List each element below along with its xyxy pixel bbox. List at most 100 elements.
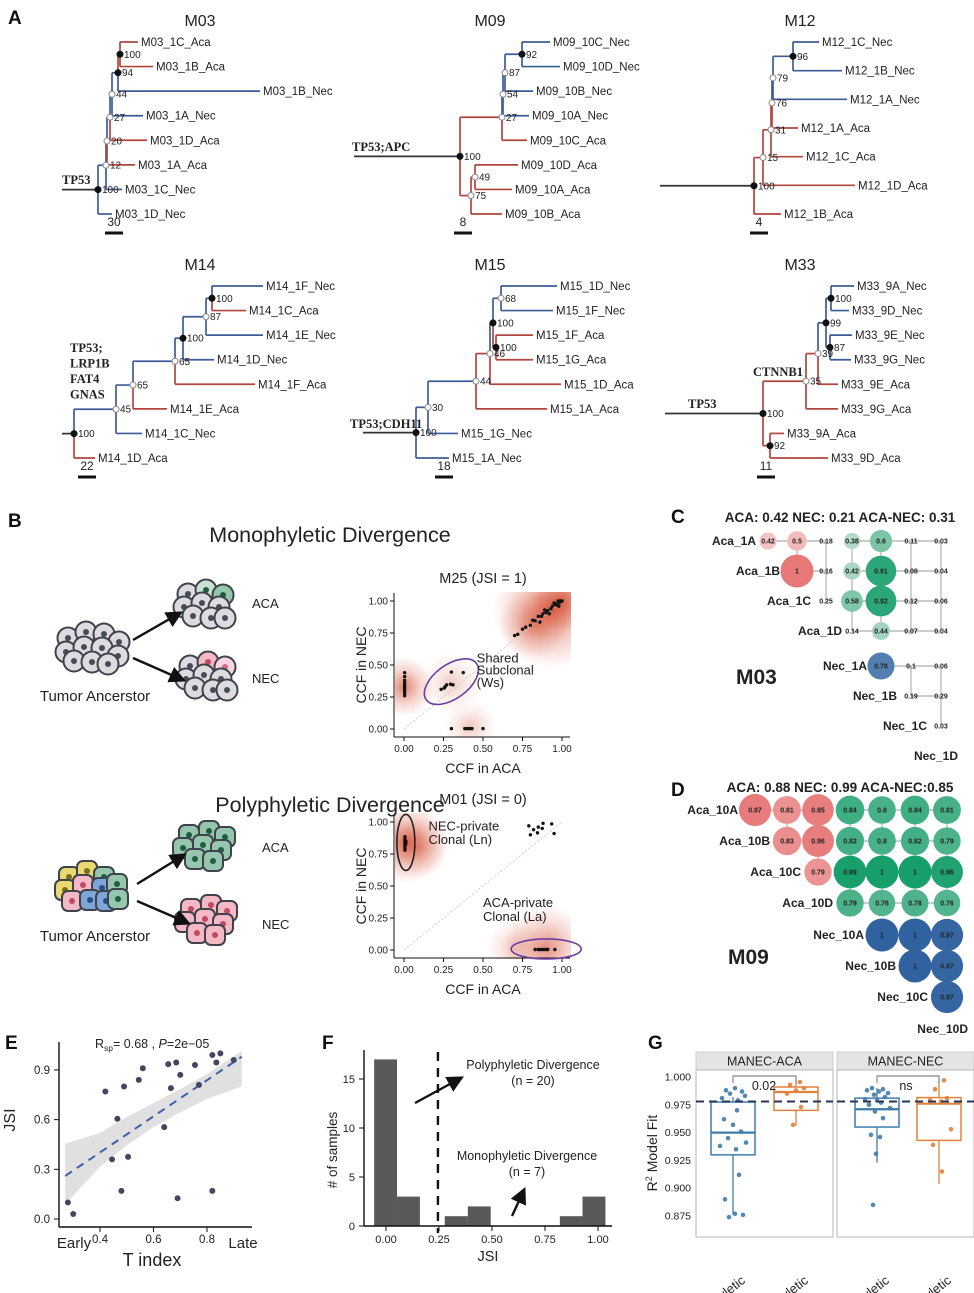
sample-row-label: Nec_10A <box>813 928 864 942</box>
jsi-bubble <box>869 529 893 553</box>
jsi-value: 0.18 <box>819 538 833 545</box>
tip-label: M33_9E_Nec <box>855 330 925 342</box>
support-value: 100 <box>767 409 784 420</box>
jsi-value: 0.44 <box>874 628 888 635</box>
svg-text:10: 10 <box>343 1123 355 1135</box>
data-point <box>717 1143 723 1149</box>
data-point <box>790 1122 796 1128</box>
data-point <box>869 1085 875 1091</box>
jsi-bubble <box>843 532 861 550</box>
support-value: 30 <box>432 403 444 414</box>
data-point <box>177 1071 184 1078</box>
tree-node <box>471 173 479 181</box>
support-value: 100 <box>420 428 437 439</box>
tip-label: M14_1E_Aca <box>170 404 240 416</box>
jsi-value: 0.04 <box>934 628 948 635</box>
jsi-value: 0.76 <box>940 900 954 907</box>
jsi-value: 0.95 <box>811 807 825 814</box>
sample-row-label: Aca_1C <box>767 594 811 608</box>
annotation-label: Polyphyletic Divergence <box>466 1058 599 1072</box>
tree-node <box>94 186 102 194</box>
aca-cells-poly <box>172 820 236 872</box>
data-point <box>725 1135 731 1141</box>
data-point <box>887 1105 893 1111</box>
category-label: Polyphyletic <box>684 1272 748 1293</box>
jsi-value: 1 <box>913 963 917 970</box>
data-point <box>167 1085 174 1092</box>
data-point <box>870 1202 876 1208</box>
jsi-bubble <box>898 855 932 889</box>
jsi-bubble <box>930 949 964 983</box>
jsi-bubble <box>802 825 834 857</box>
svg-text:0.900: 0.900 <box>665 1183 691 1195</box>
jsi-value: 0.58 <box>845 598 859 605</box>
facet-panel <box>695 1069 834 1238</box>
arrow <box>136 899 192 926</box>
svg-text:0: 0 <box>349 1221 355 1233</box>
nec-label: NEC <box>252 671 279 686</box>
sample-row-label: Aca_10A <box>687 803 738 817</box>
jsi-value: 0.03 <box>934 538 948 545</box>
gene-label: LRP1B <box>70 357 110 371</box>
tip-label: M33_9G_Aca <box>841 404 912 416</box>
svg-text:0.50: 0.50 <box>369 661 389 672</box>
tree-node <box>789 52 797 60</box>
jsi-bubble <box>759 532 777 550</box>
jsi-value: 0.76 <box>875 900 889 907</box>
ancestor-label: Tumor Ancerstor <box>40 688 150 705</box>
tip-label: M33_9D_Nec <box>852 306 923 318</box>
svg-text:1.00: 1.00 <box>587 1234 608 1246</box>
tip-label: M15_1A_Nec <box>452 453 522 465</box>
tree-node <box>103 137 111 145</box>
data-point <box>732 1085 738 1091</box>
jsi-value: 0.38 <box>845 538 859 545</box>
tip-label: M12_1B_Nec <box>845 66 915 78</box>
jsi-value: 0.79 <box>811 869 825 876</box>
data-point <box>885 1090 891 1096</box>
jsi-value: 0.97 <box>940 994 954 1001</box>
support-value: 99 <box>830 318 842 329</box>
aca-label: ACA <box>252 596 279 611</box>
data-point <box>730 1122 736 1128</box>
support-value: 100 <box>102 185 119 196</box>
jsi-value: 0.16 <box>819 568 833 575</box>
tree-node <box>498 113 506 121</box>
data-point <box>64 1199 71 1206</box>
annotation-label: Shared <box>477 650 519 665</box>
facet-label: MANEC-NEC <box>868 1055 944 1069</box>
svg-text:0.75: 0.75 <box>513 965 533 976</box>
ccf-scatter-m01: 0.00 0.00 0.25 0.25 0.50 0.50 0.75 0.75 1.00 1.00… <box>353 792 583 997</box>
tip-label: M03_1C_Aca <box>141 37 211 49</box>
category-label: Polyphyletic <box>828 1272 892 1293</box>
svg-text:0.50: 0.50 <box>481 1234 502 1246</box>
svg-text:0.50: 0.50 <box>473 744 493 755</box>
svg-text:0.950: 0.950 <box>665 1127 691 1139</box>
tip-label: M09_10D_Nec <box>563 62 640 74</box>
panel-d-jsi-matrix-m09: ACA: 0.88 NEC: 0.99 ACA-NEC:0.85 M09 0.97 0… <box>687 780 968 1036</box>
svg-text:0.975: 0.975 <box>665 1099 691 1111</box>
jsi-bubble <box>773 796 801 824</box>
annotation-label: (n = 7) <box>509 1165 545 1179</box>
jsi-bubble <box>843 562 861 580</box>
tree-title: M12 <box>784 13 815 30</box>
tip-label: M14_1D_Nec <box>217 355 288 367</box>
data-point <box>118 1187 125 1194</box>
panel-letter-g: G <box>648 1033 663 1054</box>
phylo-tree-M09: M09M09_10C_NecM09_10D_Nec92M09_10B_Nec87… <box>352 13 640 235</box>
support-value: 12 <box>110 161 122 172</box>
support-value: 100 <box>497 318 514 329</box>
sample-row-label: Aca_10D <box>782 896 833 910</box>
data-point <box>721 1116 727 1122</box>
tree-node <box>827 294 835 302</box>
jsi-bubble <box>867 652 895 680</box>
tip-label: M09_10A_Aca <box>515 184 591 196</box>
trend-line <box>64 1055 243 1177</box>
data-point <box>174 1195 181 1202</box>
support-value: 15 <box>767 153 779 164</box>
data-point <box>873 1151 879 1157</box>
nec-label: NEC <box>262 917 289 932</box>
jsi-bubble <box>865 585 897 617</box>
jsi-bubble <box>841 590 863 612</box>
data-point <box>733 1146 739 1152</box>
